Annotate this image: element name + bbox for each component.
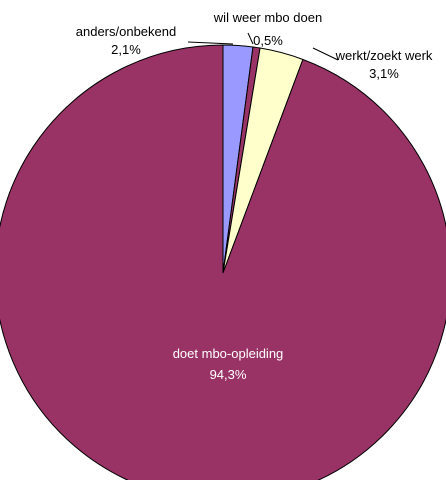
leader-line-werkt bbox=[312, 47, 339, 61]
slice-label-value-anders: 2,1% bbox=[111, 42, 141, 57]
leader-lines bbox=[187, 32, 339, 61]
slice-label-value-wil-weer: 0,5% bbox=[253, 33, 283, 48]
pie-slice-doet-mbo-opleiding bbox=[0, 44, 446, 480]
pie-slices bbox=[0, 44, 446, 480]
leader-line-wil-weer bbox=[247, 32, 254, 45]
slice-labels: anders/onbekend 2,1% wil weer mbo doen 0… bbox=[76, 10, 433, 382]
slice-label-name-doet-mbo: doet mbo-opleiding bbox=[173, 346, 284, 361]
slice-label-value-werkt: 3,1% bbox=[369, 66, 399, 81]
slice-label-name-wil-weer: wil weer mbo doen bbox=[213, 10, 322, 25]
leader-line-anders bbox=[187, 41, 234, 45]
slice-label-name-werkt: werkt/zoekt werk bbox=[335, 48, 433, 63]
slice-label-name-anders: anders/onbekend bbox=[76, 24, 176, 39]
slice-label-value-doet-mbo: 94,3% bbox=[210, 367, 247, 382]
